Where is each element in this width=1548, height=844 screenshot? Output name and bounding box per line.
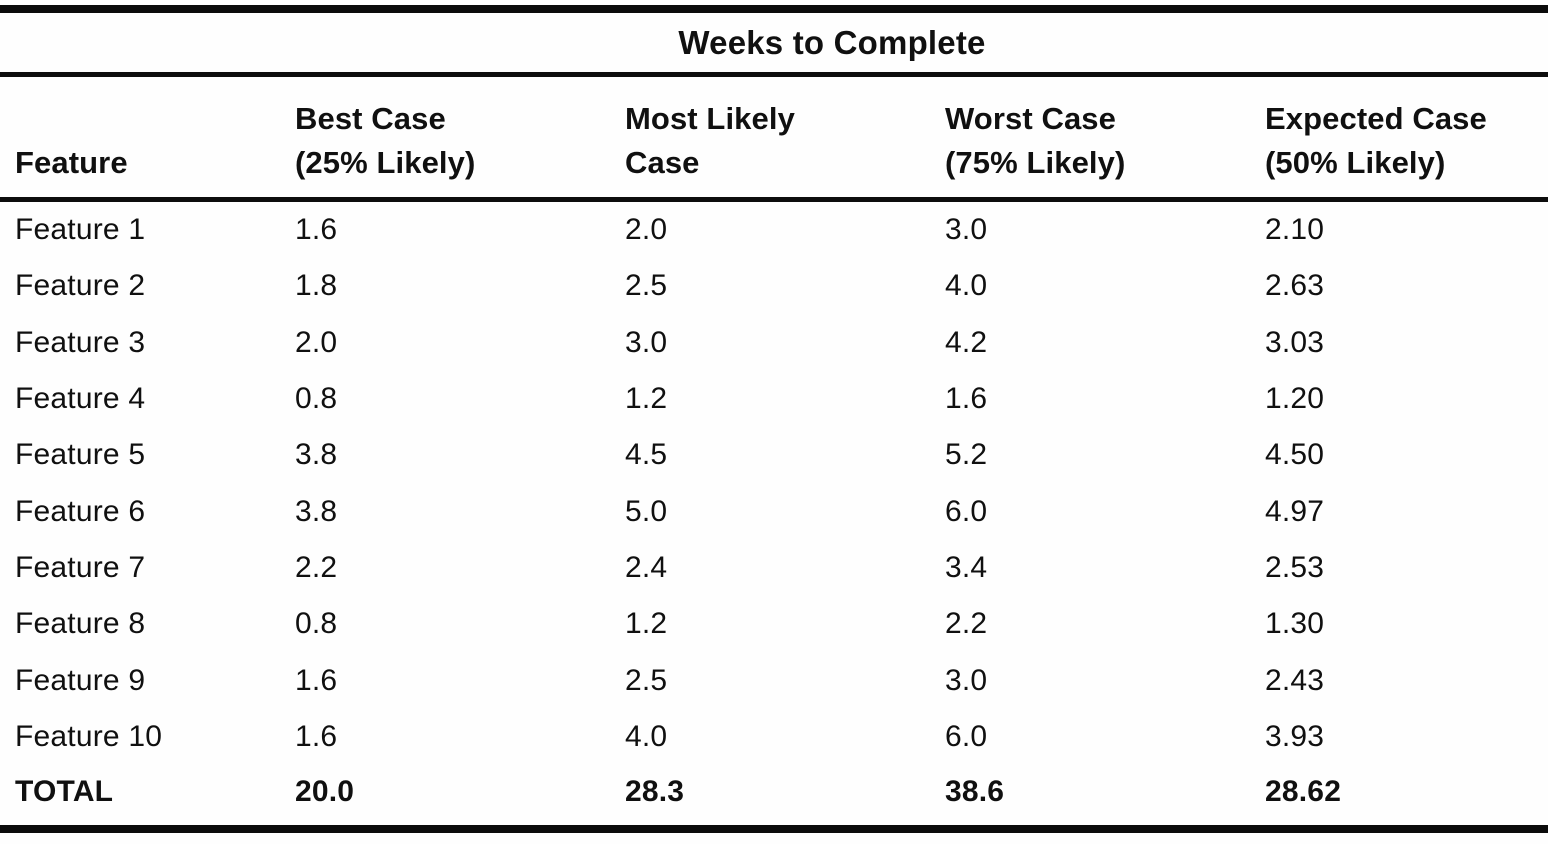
feature-cell: Feature 6 bbox=[15, 494, 146, 528]
most-likely-cell: 2.4 bbox=[625, 550, 668, 584]
table-row: Feature 3 2.0 3.0 4.2 3.03 bbox=[0, 315, 1548, 371]
worst-case-cell: 1.6 bbox=[945, 382, 988, 416]
total-most-likely-value: 28.3 bbox=[625, 775, 685, 808]
table-row: Feature 6 3.8 5.0 6.0 4.97 bbox=[0, 483, 1548, 539]
best-case-cell: 0.8 bbox=[295, 607, 338, 641]
total-label: TOTAL bbox=[15, 775, 114, 808]
table-row: Feature 2 1.8 2.5 4.0 2.63 bbox=[0, 258, 1548, 314]
expected-case-cell: 3.03 bbox=[1265, 325, 1325, 359]
header-divider-rule bbox=[0, 197, 1548, 202]
best-case-cell: 1.6 bbox=[295, 719, 338, 753]
feature-cell: Feature 1 bbox=[15, 213, 146, 247]
best-case-cell: 2.2 bbox=[295, 550, 338, 584]
column-header-most-likely: Most Likely Case bbox=[625, 100, 795, 180]
expected-case-cell: 2.63 bbox=[1265, 269, 1325, 303]
expected-case-cell: 1.20 bbox=[1265, 382, 1325, 416]
table-title-band: Weeks to Complete bbox=[0, 13, 1548, 72]
best-case-cell: 3.8 bbox=[295, 494, 338, 528]
table-body: Feature 1 1.6 2.0 3.0 2.10 Feature 2 1.8… bbox=[0, 202, 1548, 765]
feature-cell: Feature 7 bbox=[15, 550, 146, 584]
table-top-rule bbox=[0, 5, 1548, 13]
expected-case-cell: 2.10 bbox=[1265, 213, 1325, 247]
worst-case-cell: 3.4 bbox=[945, 550, 988, 584]
table-row: Feature 9 1.6 2.5 3.0 2.43 bbox=[0, 652, 1548, 708]
title-divider-rule bbox=[0, 72, 1548, 77]
most-likely-cell: 1.2 bbox=[625, 382, 668, 416]
column-header-worst-case: Worst Case (75% Likely) bbox=[945, 100, 1126, 180]
total-worst-case-value: 38.6 bbox=[945, 775, 1005, 808]
expected-case-cell: 2.53 bbox=[1265, 550, 1325, 584]
most-likely-cell: 3.0 bbox=[625, 325, 668, 359]
best-case-cell: 1.6 bbox=[295, 663, 338, 697]
feature-cell: Feature 8 bbox=[15, 607, 146, 641]
worst-case-cell: 3.0 bbox=[945, 663, 988, 697]
expected-case-cell: 4.50 bbox=[1265, 438, 1325, 472]
expected-case-cell: 3.93 bbox=[1265, 719, 1325, 753]
column-header-best-case: Best Case (25% Likely) bbox=[295, 100, 476, 180]
most-likely-cell: 4.5 bbox=[625, 438, 668, 472]
feature-cell: Feature 3 bbox=[15, 325, 146, 359]
worst-case-cell: 4.0 bbox=[945, 269, 988, 303]
most-likely-cell: 2.5 bbox=[625, 663, 668, 697]
worst-case-cell: 2.2 bbox=[945, 607, 988, 641]
expected-case-cell: 1.30 bbox=[1265, 607, 1325, 641]
table-bottom-rule bbox=[0, 825, 1548, 833]
worst-case-cell: 6.0 bbox=[945, 494, 988, 528]
table-row: Feature 4 0.8 1.2 1.6 1.20 bbox=[0, 371, 1548, 427]
worst-case-cell: 6.0 bbox=[945, 719, 988, 753]
worst-case-cell: 4.2 bbox=[945, 325, 988, 359]
table-header-row: Feature Best Case (25% Likely) Most Like… bbox=[0, 77, 1548, 197]
feature-cell: Feature 2 bbox=[15, 269, 146, 303]
feature-cell: Feature 9 bbox=[15, 663, 146, 697]
table-title: Weeks to Complete bbox=[678, 23, 986, 61]
expected-case-cell: 4.97 bbox=[1265, 494, 1325, 528]
best-case-cell: 1.6 bbox=[295, 213, 338, 247]
table-row: Feature 10 1.6 4.0 6.0 3.93 bbox=[0, 709, 1548, 765]
best-case-cell: 0.8 bbox=[295, 382, 338, 416]
feature-cell: Feature 4 bbox=[15, 382, 146, 416]
feature-cell: Feature 10 bbox=[15, 719, 163, 753]
table-total-row: TOTAL 20.0 28.3 38.6 28.62 bbox=[0, 765, 1548, 819]
worst-case-cell: 3.0 bbox=[945, 213, 988, 247]
table-row: Feature 5 3.8 4.5 5.2 4.50 bbox=[0, 427, 1548, 483]
bottom-margin bbox=[0, 833, 1548, 844]
feature-cell: Feature 5 bbox=[15, 438, 146, 472]
most-likely-cell: 1.2 bbox=[625, 607, 668, 641]
best-case-cell: 1.8 bbox=[295, 269, 338, 303]
table-row: Feature 8 0.8 1.2 2.2 1.30 bbox=[0, 596, 1548, 652]
expected-case-cell: 2.43 bbox=[1265, 663, 1325, 697]
total-expected-value: 28.62 bbox=[1265, 775, 1342, 808]
total-best-case-value: 20.0 bbox=[295, 775, 355, 808]
column-header-expected-case: Expected Case (50% Likely) bbox=[1265, 100, 1487, 180]
best-case-cell: 2.0 bbox=[295, 325, 338, 359]
most-likely-cell: 5.0 bbox=[625, 494, 668, 528]
column-header-feature: Feature bbox=[15, 144, 128, 180]
table-row: Feature 1 1.6 2.0 3.0 2.10 bbox=[0, 202, 1548, 258]
most-likely-cell: 2.0 bbox=[625, 213, 668, 247]
table-row: Feature 7 2.2 2.4 3.4 2.53 bbox=[0, 540, 1548, 596]
most-likely-cell: 2.5 bbox=[625, 269, 668, 303]
worst-case-cell: 5.2 bbox=[945, 438, 988, 472]
best-case-cell: 3.8 bbox=[295, 438, 338, 472]
most-likely-cell: 4.0 bbox=[625, 719, 668, 753]
